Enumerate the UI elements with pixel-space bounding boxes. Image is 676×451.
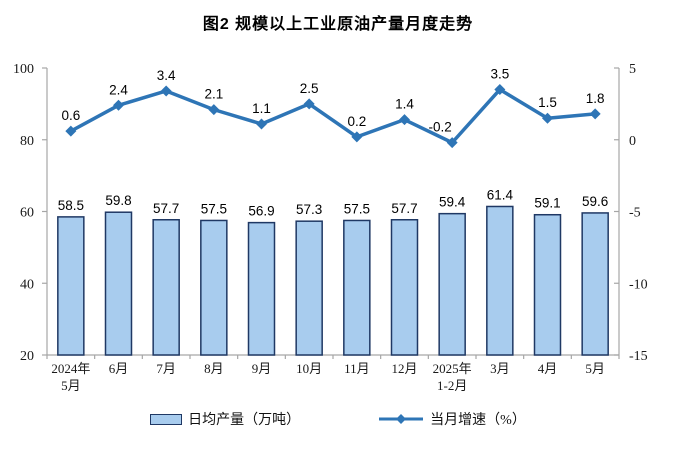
- bar-value-label: 59.8: [105, 193, 131, 208]
- bar: [152, 219, 180, 356]
- category-label: 11月: [344, 361, 370, 376]
- left-axis-tick-label: 20: [20, 349, 34, 364]
- bar: [581, 212, 609, 356]
- line-value-label: 3.5: [490, 67, 509, 82]
- bar-value-label: 57.7: [391, 201, 417, 216]
- bar-value-label: 61.4: [487, 187, 514, 202]
- category-label: 10月: [296, 361, 322, 376]
- line-value-label: 3.4: [157, 68, 176, 83]
- bar: [295, 220, 323, 356]
- left-axis-tick-label: 40: [20, 277, 34, 292]
- category-label: 2025年: [433, 361, 472, 376]
- bar-value-label: 57.3: [296, 202, 322, 217]
- category-label: 8月: [204, 361, 224, 376]
- bar: [247, 221, 276, 356]
- line-marker: [208, 104, 220, 116]
- growth-line: [69, 87, 597, 145]
- bar-value-label: 56.9: [248, 204, 274, 219]
- bar-value-label: 57.5: [201, 201, 227, 216]
- right-axis-tick-label: -5: [629, 206, 641, 221]
- bar: [486, 205, 514, 356]
- bar: [200, 219, 228, 356]
- line-value-label: 0.6: [61, 108, 80, 123]
- bar-value-label: 57.5: [344, 201, 370, 216]
- category-label: 6月: [109, 361, 129, 376]
- category-label: 1-2月: [437, 378, 467, 393]
- legend-item-bar-series: 日均产量（万吨）: [150, 409, 300, 429]
- bar-value-label: 59.1: [534, 196, 560, 211]
- category-label: 3月: [490, 361, 510, 376]
- line-marker: [303, 98, 315, 110]
- category-label: 2024年: [51, 361, 90, 376]
- right-axis-tick-label: 0: [629, 134, 636, 149]
- line-marker: [542, 112, 553, 124]
- line-value-label: 1.5: [538, 95, 557, 110]
- line-value-label: 0.2: [347, 114, 366, 129]
- line-marker: [494, 84, 506, 96]
- legend-item-line-series: 当月增速（%）: [378, 409, 526, 429]
- line-marker: [399, 114, 410, 126]
- category-label: 5月: [585, 361, 605, 376]
- line-value-label: -0.2: [429, 120, 452, 135]
- legend-line-label: 当月增速（%）: [430, 413, 526, 428]
- line-series-swatch-icon: [379, 414, 424, 424]
- category-label: 12月: [391, 361, 417, 376]
- left-axis-tick-label: 60: [20, 206, 34, 221]
- bar: [104, 211, 133, 356]
- line-marker: [160, 85, 172, 97]
- right-axis-tick-label: 5: [629, 62, 636, 77]
- line-marker: [351, 131, 363, 143]
- line-marker: [113, 99, 124, 111]
- left-axis-tick-label: 100: [13, 62, 34, 77]
- line-marker: [65, 125, 77, 137]
- bar-value-label: 57.7: [153, 201, 179, 216]
- bar-value-label: 58.5: [58, 198, 84, 213]
- category-label: 5月: [61, 378, 81, 393]
- line-marker: [256, 118, 267, 130]
- category-label: 9月: [252, 361, 272, 376]
- bar: [343, 219, 371, 356]
- chart-title: 图2 规模以上工业原油产量月度走势: [202, 16, 474, 33]
- bar: [438, 212, 466, 356]
- left-axis-tick-label: 80: [20, 134, 34, 149]
- line-value-label: 1.4: [395, 97, 414, 112]
- line-value-label: 1.1: [252, 101, 271, 116]
- bar: [57, 216, 85, 356]
- right-axis-tick-label: -15: [629, 349, 648, 364]
- category-label: 4月: [538, 361, 558, 376]
- line-value-label: 1.8: [586, 91, 605, 106]
- bar-series-swatch-icon: [150, 413, 183, 425]
- right-axis-tick-label: -10: [629, 277, 648, 292]
- line-marker: [589, 108, 601, 120]
- legend-bar-label: 日均产量（万吨）: [188, 413, 301, 428]
- category-label: 7月: [156, 361, 176, 376]
- line-value-label: 2.5: [300, 81, 319, 96]
- bar-value-label: 59.6: [582, 194, 608, 209]
- line-value-label: 2.1: [204, 87, 223, 102]
- combo-chart: 20 40 60 80 100 -15 -10 -5 0 5 2024年 5月 6月 7月 8月 9月 10月 1…: [13, 62, 648, 393]
- line-value-label: 2.4: [109, 82, 128, 97]
- line-marker: [446, 137, 458, 149]
- bar: [533, 213, 562, 356]
- chart-legend: 日均产量（万吨） 当月增速（%）: [0, 398, 676, 440]
- bar-value-label: 59.4: [439, 195, 466, 210]
- bar: [390, 219, 419, 356]
